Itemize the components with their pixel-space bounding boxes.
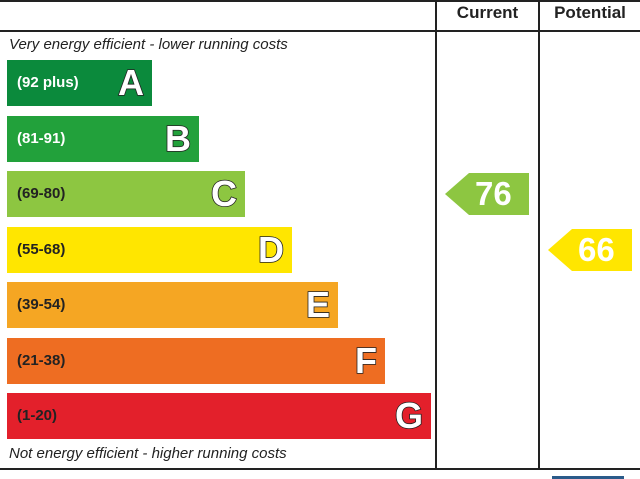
current-column-header: Current: [456, 3, 519, 22]
band-g-letter: G: [394, 394, 424, 437]
band-g: (1-20) G: [7, 393, 431, 439]
potential-rating-value: 66: [578, 231, 615, 268]
potential-column-header: Potential: [554, 3, 626, 22]
band-d: (55-68) D: [7, 227, 292, 273]
band-b-letter: B: [164, 117, 192, 160]
band-f-letter: F: [354, 339, 378, 382]
band-e: (39-54) E: [7, 282, 338, 328]
efficient-note: Very energy efficient - lower running co…: [9, 36, 288, 53]
band-b: (81-91) B: [7, 116, 199, 162]
band-d-letter: D: [257, 228, 285, 271]
band-c-range: (69-80): [17, 185, 66, 202]
band-f: (21-38) F: [7, 338, 385, 384]
band-a-range: (92 plus): [17, 74, 79, 91]
bottom-border: [0, 468, 640, 470]
band-f-range: (21-38): [17, 352, 66, 369]
band-c-letter: C: [210, 172, 238, 215]
corner-tab: [552, 476, 624, 479]
inefficient-note: Not energy efficient - higher running co…: [9, 445, 287, 462]
current-rating-value: 76: [475, 175, 512, 212]
band-b-range: (81-91): [17, 130, 66, 147]
band-a: (92 plus) A: [7, 60, 152, 106]
band-d-range: (55-68): [17, 241, 66, 258]
top-border: [0, 0, 640, 2]
current-column-divider: [435, 0, 437, 470]
potential-column-divider: [538, 0, 540, 470]
band-e-range: (39-54): [17, 296, 66, 313]
band-c: (69-80) C: [7, 171, 245, 217]
header-divider: [0, 30, 640, 32]
band-g-range: (1-20): [17, 407, 58, 424]
current-rating-arrow: 76: [445, 173, 529, 215]
potential-rating-arrow: 66: [548, 229, 632, 271]
band-a-letter: A: [117, 61, 145, 104]
band-e-letter: E: [305, 283, 331, 326]
